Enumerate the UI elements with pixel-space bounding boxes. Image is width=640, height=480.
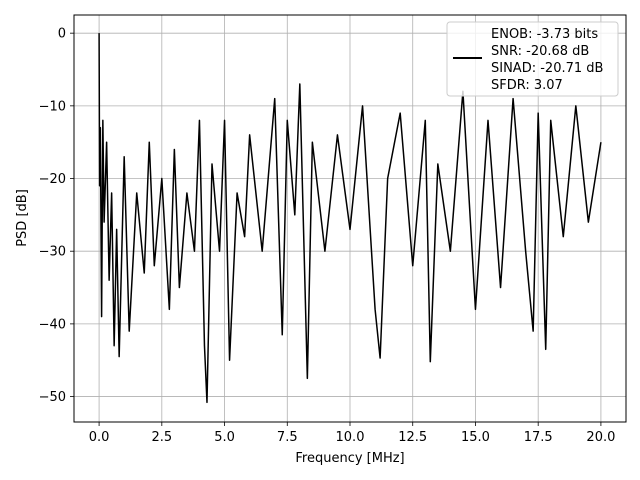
x-axis-label: Frequency [MHz] (295, 451, 404, 466)
x-tick-label: 17.5 (524, 430, 553, 445)
x-axis: 0.0 2.5 5.0 7.5 10.0 12.5 15.0 17.5 20.0 (89, 422, 615, 445)
x-tick-label: 5.0 (214, 430, 235, 445)
x-tick-label: 2.5 (151, 430, 172, 445)
legend-sfdr: SFDR: 3.07 (491, 78, 563, 93)
y-axis: 0 −10 −20 −30 −40 −50 (39, 27, 74, 405)
x-tick-label: 10.0 (336, 430, 365, 445)
y-tick-label: −40 (39, 317, 66, 332)
legend: ENOB: -3.73 bits SNR: -20.68 dB SINAD: -… (446, 21, 619, 97)
legend-box (446, 21, 619, 97)
x-tick-label: 15.0 (461, 430, 490, 445)
y-tick-label: −30 (39, 245, 66, 260)
psd-series-line (98, 33, 602, 404)
legend-enob: ENOB: -3.73 bits (491, 27, 598, 42)
y-axis-label: PSD [dB] (15, 189, 30, 247)
x-tick-label: 0.0 (89, 430, 110, 445)
series-group (98, 33, 602, 404)
x-tick-label: 7.5 (277, 430, 298, 445)
legend-snr: SNR: -20.68 dB (491, 44, 589, 59)
legend-sinad: SINAD: -20.71 dB (491, 61, 603, 76)
y-tick-label: −10 (39, 99, 66, 114)
x-tick-label: 20.0 (586, 430, 615, 445)
y-tick-label: 0 (58, 27, 66, 42)
x-tick-label: 12.5 (398, 430, 427, 445)
y-tick-label: −20 (39, 172, 66, 187)
y-tick-label: −50 (39, 390, 66, 405)
